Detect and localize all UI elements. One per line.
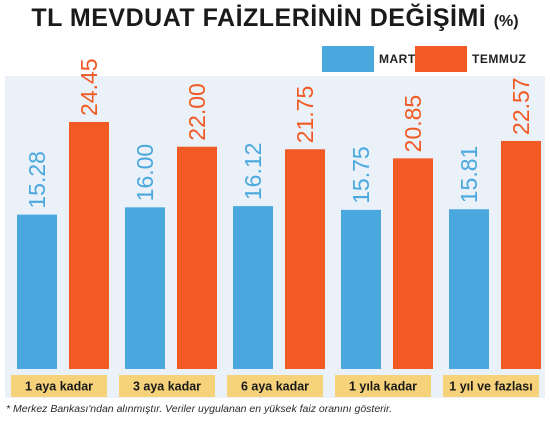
category-label-box-5 xyxy=(443,375,539,397)
bar-mart-5 xyxy=(449,209,489,369)
bar-temmuz-1 xyxy=(69,121,109,369)
category-label-box-2 xyxy=(119,375,215,397)
value-label-temmuz-5: 22.57 xyxy=(508,77,534,135)
legend-item-temmuz: TEMMUZ xyxy=(415,46,526,72)
category-label-box-4 xyxy=(335,375,431,397)
value-label-temmuz-4: 20.85 xyxy=(400,95,426,153)
bar-mart-2 xyxy=(125,207,165,369)
value-label-mart-2: 16.00 xyxy=(132,144,158,202)
category-label-box-1 xyxy=(11,375,107,397)
chart-title: TL MEVDUAT FAİZLERİNİN DEĞİŞİMİ (%) xyxy=(0,4,550,33)
bar-mart-4 xyxy=(341,209,381,369)
bar-mart-3 xyxy=(233,206,273,369)
category-label-1: 1 aya kadar xyxy=(25,380,93,394)
bar-temmuz-5 xyxy=(501,140,541,369)
category-label-2: 3 aya kadar xyxy=(133,380,201,394)
legend-label-mart: MART xyxy=(379,52,416,66)
footnote: * Merkez Bankası'ndan alınmıştır. Verile… xyxy=(6,403,393,415)
value-label-temmuz-1: 24.45 xyxy=(76,58,102,116)
value-label-mart-3: 16.12 xyxy=(240,143,266,201)
value-label-temmuz-3: 21.75 xyxy=(292,86,318,144)
value-label-temmuz-2: 22.00 xyxy=(184,83,210,141)
bar-mart-1 xyxy=(17,214,57,369)
value-label-mart-5: 15.81 xyxy=(456,146,482,204)
chart-title-text: TL MEVDUAT FAİZLERİNİN DEĞİŞİMİ xyxy=(31,4,487,32)
legend-item-mart: MART xyxy=(322,46,416,72)
legend-label-temmuz: TEMMUZ xyxy=(472,52,527,66)
category-label-box-3 xyxy=(227,375,323,397)
legend-swatch-mart xyxy=(322,46,374,72)
category-label-5: 1 yıl ve fazlası xyxy=(449,380,532,394)
legend: MART TEMMUZ xyxy=(0,46,550,72)
bar-temmuz-4 xyxy=(393,158,433,369)
category-label-3: 6 aya kadar xyxy=(241,380,309,394)
value-label-mart-1: 15.28 xyxy=(24,151,50,209)
value-label-mart-4: 15.75 xyxy=(348,146,374,204)
bar-temmuz-3 xyxy=(285,149,325,369)
chart-title-unit: (%) xyxy=(493,13,519,30)
category-label-4: 1 yıla kadar xyxy=(349,380,417,394)
legend-swatch-temmuz xyxy=(415,46,467,72)
bar-temmuz-2 xyxy=(177,146,217,369)
